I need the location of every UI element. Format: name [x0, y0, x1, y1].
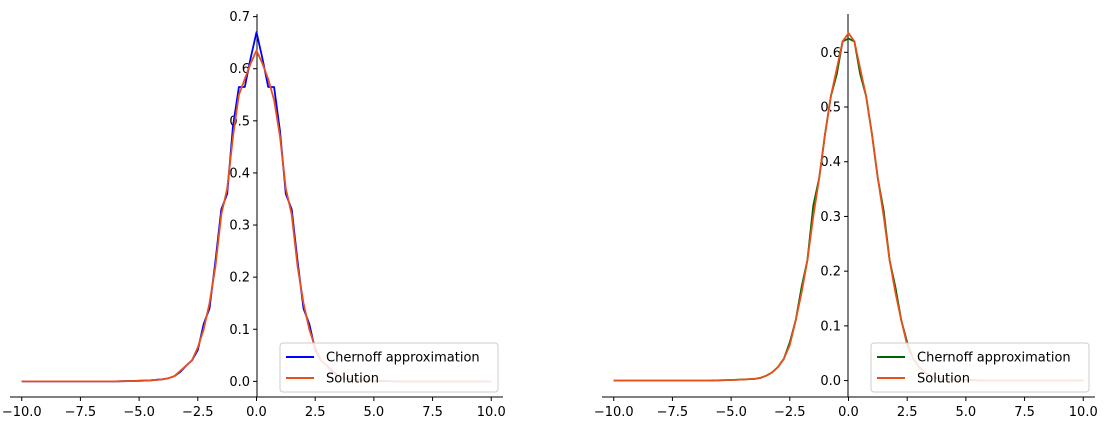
x-tick-label: −5.0: [715, 405, 747, 420]
x-tick-label: 0.0: [838, 405, 859, 420]
right-chart-panel: −10.0 −7.5 −5.0 −2.5 0.0 2.5 5.0 7.5 10.0 0.0 0.1 0…: [594, 14, 1098, 420]
x-tick-label: −2.5: [182, 405, 214, 420]
x-tick-label: 2.5: [305, 405, 326, 420]
x-tick-label: 5.0: [956, 405, 977, 420]
y-tick-label: 0.0: [820, 374, 841, 389]
y-tick-label: 0.5: [820, 101, 841, 116]
x-tick-label: 7.5: [422, 405, 443, 420]
y-tick-label: 0.2: [229, 271, 250, 286]
legend: Chernoff approximation Solution: [279, 342, 499, 393]
x-tick-label: 10.0: [477, 405, 506, 420]
legend-label: Solution: [326, 372, 379, 387]
x-tick-label: 7.5: [1014, 405, 1035, 420]
y-tick-label: 0.2: [820, 265, 841, 280]
y-tick-label: 0.3: [820, 210, 841, 225]
legend-label: Chernoff approximation: [917, 351, 1071, 366]
x-tick-label: −7.5: [65, 405, 97, 420]
y-tick-label: 0.4: [820, 155, 841, 170]
x-tick-label: −2.5: [774, 405, 806, 420]
y-tick-label: 0.6: [820, 46, 841, 61]
legend-label: Solution: [917, 372, 970, 387]
y-tick-label: 0.0: [229, 375, 250, 390]
x-tick-label: 10.0: [1069, 405, 1098, 420]
legend-box: [870, 342, 1090, 393]
legend-label: Chernoff approximation: [326, 351, 480, 366]
y-tick-label: 0.7: [229, 10, 250, 25]
x-tick-label: 0.0: [246, 405, 267, 420]
y-tick-label: 0.6: [229, 62, 250, 77]
legend-box: [279, 342, 499, 393]
x-tick-label: −10.0: [594, 405, 634, 420]
legend: Chernoff approximation Solution: [870, 342, 1090, 393]
x-tick-label: −7.5: [657, 405, 689, 420]
y-tick-label: 0.1: [229, 323, 250, 338]
y-tick-label: 0.4: [229, 166, 250, 181]
left-chart-panel: −10.0 −7.5 −5.0 −2.5 0.0 2.5 5.0 7.5 10.0 0.0 0.1 0…: [2, 10, 506, 420]
y-tick-label: 0.1: [820, 319, 841, 334]
x-tick-label: −10.0: [2, 405, 42, 420]
x-tick-label: 5.0: [364, 405, 385, 420]
x-tick-label: 2.5: [897, 405, 918, 420]
y-tick-label: 0.3: [229, 219, 250, 234]
x-tick-label: −5.0: [123, 405, 155, 420]
